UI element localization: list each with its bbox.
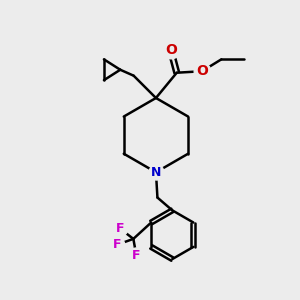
Text: O: O <box>196 64 208 78</box>
Text: F: F <box>113 238 121 251</box>
Text: F: F <box>132 249 141 262</box>
Text: F: F <box>116 222 124 235</box>
Text: O: O <box>165 44 177 57</box>
Text: N: N <box>151 166 161 179</box>
